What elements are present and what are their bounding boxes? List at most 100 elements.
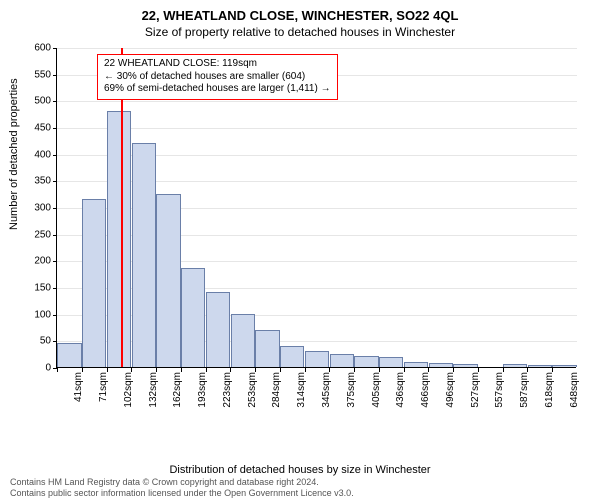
chart-area: 05010015020025030035040045050055060041sq… [56,48,576,418]
histogram-bar [57,343,81,367]
x-tick-label: 284sqm [271,372,282,408]
x-tick-label: 162sqm [172,372,183,408]
histogram-bar [132,143,156,367]
x-tick-label: 587sqm [519,372,530,408]
x-tick-label: 223sqm [222,372,233,408]
y-tick-mark [53,128,57,129]
y-tick-mark [53,288,57,289]
annotation-line: 22 WHEATLAND CLOSE: 119sqm [104,58,331,71]
histogram-bar [280,346,304,367]
y-tick-label: 500 [21,96,51,107]
y-tick-label: 300 [21,203,51,214]
histogram-bar [429,363,453,367]
histogram-bar [305,351,329,367]
footer-line: Contains HM Land Registry data © Crown c… [10,477,354,487]
y-tick-mark [53,48,57,49]
x-tick-mark [107,368,108,372]
y-tick-label: 450 [21,123,51,134]
x-tick-label: 618sqm [544,372,555,408]
y-tick-mark [53,75,57,76]
histogram-bar [330,354,354,367]
x-tick-mark [552,368,553,372]
x-tick-label: 496sqm [445,372,456,408]
x-tick-label: 436sqm [395,372,406,408]
y-tick-mark [53,235,57,236]
x-tick-label: 405sqm [371,372,382,408]
y-tick-label: 100 [21,309,51,320]
y-tick-mark [53,181,57,182]
x-tick-mark [206,368,207,372]
gridline [57,48,577,49]
histogram-bar [379,357,403,367]
x-tick-mark [230,368,231,372]
y-tick-label: 350 [21,176,51,187]
y-tick-mark [53,155,57,156]
histogram-bar [453,364,477,367]
x-tick-label: 557sqm [494,372,505,408]
x-tick-mark [428,368,429,372]
x-tick-mark [354,368,355,372]
histogram-bar [107,111,131,367]
y-tick-mark [53,261,57,262]
histogram-bar [82,199,106,367]
x-tick-mark [131,368,132,372]
histogram-bar [354,356,378,367]
histogram-bar [404,362,428,367]
x-tick-label: 71sqm [98,372,109,402]
histogram-bar [156,194,180,367]
x-tick-label: 102sqm [123,372,134,408]
gridline [57,101,577,102]
y-axis-label: Number of detached properties [8,78,20,230]
x-tick-label: 375sqm [346,372,357,408]
x-tick-mark [404,368,405,372]
page-subtitle: Size of property relative to detached ho… [0,23,600,39]
y-tick-label: 200 [21,256,51,267]
y-tick-mark [53,208,57,209]
annotation-line: 69% of semi-detached houses are larger (… [104,83,331,96]
x-tick-mark [57,368,58,372]
plot-region: 05010015020025030035040045050055060041sq… [56,48,576,368]
histogram-bar [231,314,255,367]
x-tick-mark [453,368,454,372]
x-tick-mark [503,368,504,372]
x-tick-mark [478,368,479,372]
x-tick-label: 314sqm [296,372,307,408]
histogram-bar [206,292,230,367]
y-tick-mark [53,315,57,316]
x-tick-mark [329,368,330,372]
histogram-bar [255,330,279,367]
x-tick-mark [280,368,281,372]
x-tick-mark [82,368,83,372]
x-tick-label: 345sqm [321,372,332,408]
y-tick-label: 600 [21,43,51,54]
x-tick-mark [255,368,256,372]
x-tick-mark [156,368,157,372]
x-tick-mark [379,368,380,372]
x-tick-mark [305,368,306,372]
x-tick-label: 132sqm [148,372,159,408]
x-axis-label: Distribution of detached houses by size … [0,464,600,476]
footer-line: Contains public sector information licen… [10,488,354,498]
histogram-bar [181,268,205,367]
y-tick-label: 250 [21,229,51,240]
x-tick-label: 527sqm [470,372,481,408]
y-tick-label: 550 [21,69,51,80]
x-tick-label: 193sqm [197,372,208,408]
x-tick-label: 253sqm [247,372,258,408]
histogram-bar [528,365,552,367]
page-title: 22, WHEATLAND CLOSE, WINCHESTER, SO22 4Q… [0,0,600,23]
histogram-bar [552,365,576,367]
y-tick-mark [53,101,57,102]
x-tick-label: 648sqm [569,372,580,408]
y-tick-label: 150 [21,283,51,294]
x-tick-label: 466sqm [420,372,431,408]
footer-attribution: Contains HM Land Registry data © Crown c… [10,477,354,498]
y-tick-label: 0 [21,363,51,374]
y-tick-label: 400 [21,149,51,160]
x-tick-mark [527,368,528,372]
x-tick-label: 41sqm [73,372,84,402]
x-tick-mark [181,368,182,372]
gridline [57,128,577,129]
y-tick-label: 50 [21,336,51,347]
histogram-bar [503,364,527,367]
